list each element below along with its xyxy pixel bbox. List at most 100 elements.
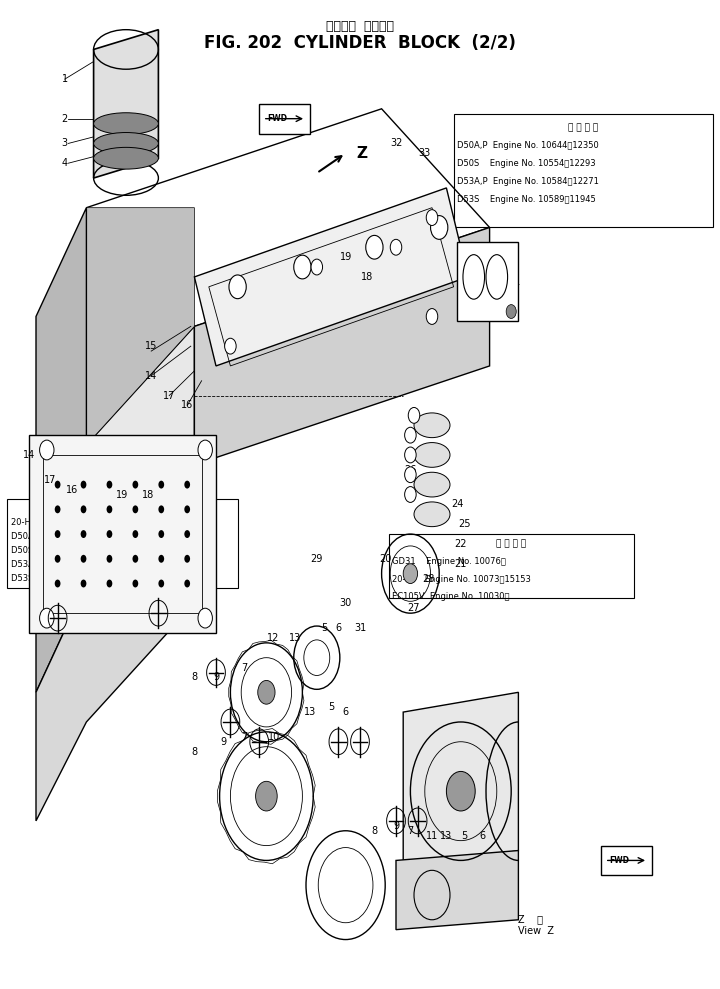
Text: 14: 14	[145, 371, 158, 381]
Polygon shape	[457, 242, 518, 321]
Ellipse shape	[94, 113, 158, 135]
Circle shape	[225, 338, 236, 354]
Bar	[601, 846, 652, 875]
Circle shape	[405, 427, 416, 443]
Bar	[259, 104, 310, 134]
Text: 8: 8	[192, 673, 197, 682]
Text: FWD: FWD	[267, 114, 287, 124]
Circle shape	[258, 680, 275, 704]
Circle shape	[426, 309, 438, 324]
Polygon shape	[194, 227, 490, 465]
Text: 17: 17	[163, 391, 176, 401]
Text: 11: 11	[426, 831, 438, 841]
Text: 25: 25	[458, 519, 471, 529]
Text: 6: 6	[343, 707, 348, 717]
Bar	[454, 114, 713, 227]
Text: D50A,P  Engine No. 12351－: D50A,P Engine No. 12351－	[11, 532, 126, 541]
Text: 16: 16	[66, 485, 78, 494]
Text: 22: 22	[454, 539, 467, 549]
Circle shape	[158, 481, 164, 489]
Circle shape	[55, 555, 60, 563]
Polygon shape	[94, 30, 158, 178]
Text: 3: 3	[62, 138, 68, 148]
Text: 6: 6	[480, 831, 485, 841]
Circle shape	[198, 608, 212, 628]
Text: D50A,P  Engine No. 10644－12350: D50A,P Engine No. 10644－12350	[457, 141, 599, 150]
Text: 5: 5	[321, 623, 327, 633]
Bar	[7, 499, 238, 588]
Text: 20-HT   Engine No. 15154－: 20-HT Engine No. 15154－	[11, 518, 123, 527]
Circle shape	[107, 530, 112, 538]
Text: D50S    Engine No. 12294－: D50S Engine No. 12294－	[11, 546, 123, 555]
Circle shape	[132, 530, 138, 538]
Circle shape	[107, 555, 112, 563]
Text: 9: 9	[393, 821, 399, 831]
Text: 5: 5	[462, 831, 467, 841]
Circle shape	[107, 580, 112, 587]
Text: 15: 15	[145, 341, 158, 351]
Ellipse shape	[414, 443, 450, 468]
Text: 1: 1	[62, 74, 68, 84]
Circle shape	[81, 580, 86, 587]
Circle shape	[40, 440, 54, 460]
Text: 26: 26	[404, 465, 417, 475]
Circle shape	[81, 555, 86, 563]
Text: シリンダ  ブロック: シリンダ ブロック	[326, 20, 394, 34]
Polygon shape	[194, 188, 468, 366]
Circle shape	[158, 580, 164, 587]
Text: 13: 13	[303, 707, 316, 717]
Circle shape	[132, 505, 138, 513]
Circle shape	[132, 555, 138, 563]
Text: 19: 19	[339, 252, 352, 262]
Circle shape	[132, 580, 138, 587]
Circle shape	[408, 407, 420, 423]
Circle shape	[158, 555, 164, 563]
Circle shape	[405, 447, 416, 463]
Text: 31: 31	[354, 623, 366, 633]
Circle shape	[366, 235, 383, 259]
Text: 適 用 号 機: 適 用 号 機	[107, 504, 138, 513]
Text: 24: 24	[451, 499, 464, 509]
Circle shape	[81, 530, 86, 538]
Text: 7: 7	[242, 732, 248, 742]
Circle shape	[184, 505, 190, 513]
Circle shape	[132, 481, 138, 489]
Circle shape	[390, 239, 402, 255]
Circle shape	[405, 487, 416, 502]
Ellipse shape	[414, 413, 450, 437]
Text: 18: 18	[361, 272, 374, 282]
Ellipse shape	[94, 147, 158, 169]
Circle shape	[426, 210, 438, 225]
Text: Z: Z	[356, 145, 367, 161]
Circle shape	[184, 481, 190, 489]
Circle shape	[107, 481, 112, 489]
Text: 32: 32	[390, 138, 402, 148]
Text: 30: 30	[501, 267, 514, 277]
Text: FIG. 202  CYLINDER  BLOCK  (2/2): FIG. 202 CYLINDER BLOCK (2/2)	[204, 34, 516, 51]
Circle shape	[229, 275, 246, 299]
Circle shape	[184, 555, 190, 563]
Text: 10: 10	[267, 732, 280, 742]
Circle shape	[256, 781, 277, 811]
Circle shape	[158, 530, 164, 538]
Circle shape	[184, 580, 190, 587]
Text: 14: 14	[22, 450, 35, 460]
Text: 2: 2	[62, 114, 68, 124]
Text: 20: 20	[379, 554, 392, 564]
Circle shape	[311, 259, 323, 275]
Circle shape	[446, 771, 475, 811]
Circle shape	[294, 255, 311, 279]
Circle shape	[107, 505, 112, 513]
Circle shape	[431, 216, 448, 239]
Text: 8: 8	[372, 826, 377, 836]
Ellipse shape	[414, 502, 450, 527]
Circle shape	[405, 467, 416, 483]
Polygon shape	[36, 208, 86, 692]
Text: 7: 7	[242, 663, 248, 673]
Text: D53S    Engine No. 11946－: D53S Engine No. 11946－	[11, 574, 123, 583]
Circle shape	[55, 505, 60, 513]
Text: 13: 13	[289, 633, 302, 643]
Circle shape	[506, 305, 516, 318]
Circle shape	[184, 530, 190, 538]
Text: 9: 9	[213, 673, 219, 682]
